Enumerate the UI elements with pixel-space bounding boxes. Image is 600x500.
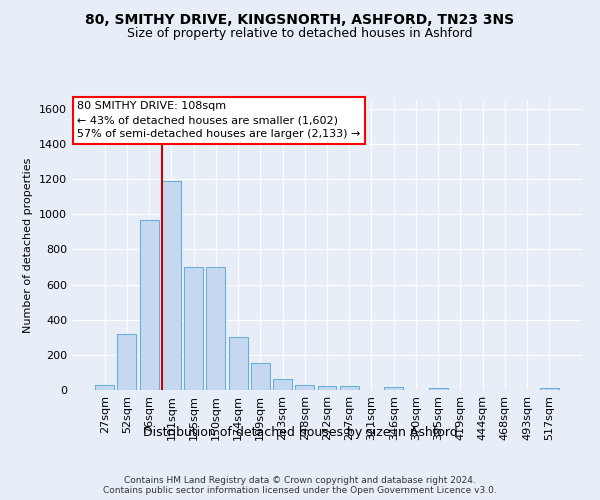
Text: 80, SMITHY DRIVE, KINGSNORTH, ASHFORD, TN23 3NS: 80, SMITHY DRIVE, KINGSNORTH, ASHFORD, T… — [85, 12, 515, 26]
Bar — [429, 388, 448, 390]
Bar — [184, 267, 203, 390]
Bar — [95, 384, 114, 390]
Text: Distribution of detached houses by size in Ashford: Distribution of detached houses by size … — [143, 426, 457, 439]
Text: 80 SMITHY DRIVE: 108sqm
← 43% of detached houses are smaller (1,602)
57% of semi: 80 SMITHY DRIVE: 108sqm ← 43% of detache… — [77, 102, 361, 140]
Bar — [340, 386, 359, 390]
Text: Size of property relative to detached houses in Ashford: Size of property relative to detached ho… — [127, 28, 473, 40]
Bar — [140, 220, 158, 390]
Bar — [273, 378, 292, 390]
Bar — [229, 338, 248, 390]
Bar — [118, 334, 136, 390]
Bar — [384, 388, 403, 390]
Bar — [251, 363, 270, 390]
Y-axis label: Number of detached properties: Number of detached properties — [23, 158, 34, 332]
Bar — [206, 267, 225, 390]
Bar — [295, 384, 314, 390]
Bar — [162, 181, 181, 390]
Text: Contains HM Land Registry data © Crown copyright and database right 2024.
Contai: Contains HM Land Registry data © Crown c… — [103, 476, 497, 495]
Bar — [540, 388, 559, 390]
Bar — [317, 386, 337, 390]
